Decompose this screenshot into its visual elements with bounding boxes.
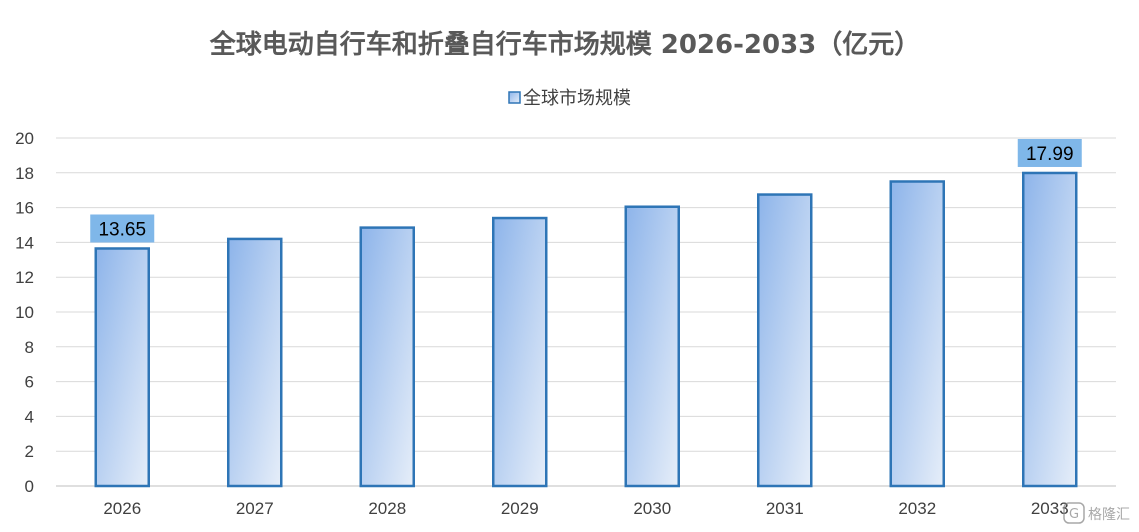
y-tick-label: 0 [25,477,34,496]
data-label: 13.65 [98,219,146,240]
bar [359,226,415,488]
x-tick-label: 2033 [1031,499,1069,518]
x-tick-label: 2028 [368,499,406,518]
x-tick-label: 2031 [766,499,804,518]
y-tick-label: 2 [25,442,34,461]
y-tick-label: 4 [25,407,34,426]
gelonghui-logo-icon: G [1063,502,1085,524]
bars [94,171,1078,488]
y-tick-label: 10 [15,303,34,322]
svg-text:G: G [1069,507,1079,522]
bar [889,180,945,488]
bar [492,216,548,488]
y-tick-label: 8 [25,338,34,357]
x-tick-label: 2027 [236,499,274,518]
bar [94,247,150,488]
legend: 全球市场规模 [508,88,631,109]
y-tick-label: 6 [25,373,34,392]
watermark-text: 格隆汇 [1088,507,1130,523]
legend-swatch [508,91,521,104]
x-axis-ticks: 2026 2027 2028 2029 2030 2031 2032 2033 [103,499,1068,518]
watermark: G 格隆汇 [1063,502,1130,524]
data-label-box [1017,138,1082,167]
y-tick-label: 12 [15,268,34,287]
bar [757,193,813,488]
data-label: 17.99 [1026,144,1074,165]
y-axis-ticks: 0 2 4 6 8 10 12 14 16 18 20 [15,129,34,496]
y-tick-label: 20 [15,129,34,148]
x-tick-label: 2029 [501,499,539,518]
data-label-box [90,214,155,243]
bar [1022,171,1078,488]
x-tick-label: 2030 [633,499,671,518]
chart-title: 全球电动自行车和折叠自行车市场规模 2026-2033（亿元） [209,29,921,60]
legend-label: 全球市场规模 [523,88,631,109]
y-tick-label: 18 [15,164,34,183]
gridlines [56,137,1116,487]
data-labels: 13.65 17.99 [90,138,1082,243]
x-tick-label: 2026 [103,499,141,518]
bar [624,205,680,488]
y-tick-label: 14 [15,233,34,252]
x-tick-label: 2032 [898,499,936,518]
bar [227,237,283,488]
y-tick-label: 16 [15,199,34,218]
